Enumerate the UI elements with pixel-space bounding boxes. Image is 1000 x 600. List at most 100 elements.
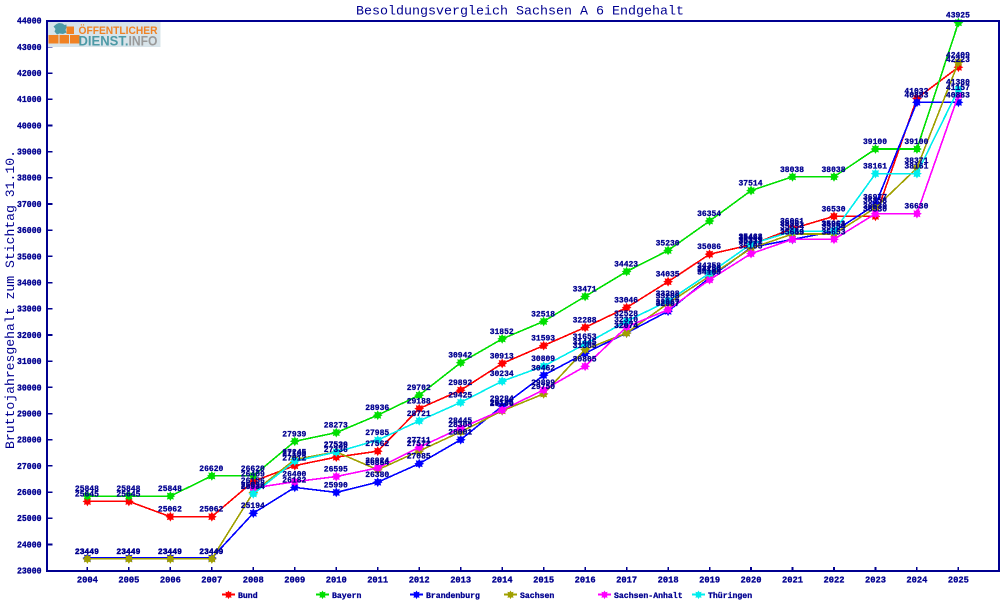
svg-text:2020: 2020 — [741, 576, 762, 586]
svg-text:2023: 2023 — [865, 576, 886, 586]
svg-text:2004: 2004 — [77, 576, 99, 586]
svg-text:35854: 35854 — [780, 223, 804, 232]
svg-text:38000: 38000 — [17, 174, 42, 184]
svg-text:23449: 23449 — [116, 548, 140, 557]
svg-text:31852: 31852 — [490, 328, 514, 337]
svg-text:27012: 27012 — [282, 455, 306, 464]
svg-text:35086: 35086 — [697, 243, 721, 252]
svg-text:26380: 26380 — [365, 471, 389, 480]
svg-text:23449: 23449 — [158, 548, 182, 557]
svg-text:27000: 27000 — [17, 462, 42, 472]
svg-text:35230: 35230 — [656, 239, 680, 248]
svg-text:Bund: Bund — [238, 591, 258, 600]
svg-text:33000: 33000 — [17, 305, 42, 315]
svg-text:25645: 25645 — [75, 490, 99, 499]
svg-text:34109: 34109 — [697, 269, 721, 278]
svg-text:36977: 36977 — [863, 194, 887, 203]
svg-text:2019: 2019 — [699, 576, 720, 586]
svg-text:40883: 40883 — [946, 91, 970, 100]
svg-text:25848: 25848 — [75, 485, 99, 494]
svg-text:29135: 29135 — [490, 399, 514, 408]
svg-text:2011: 2011 — [367, 576, 389, 586]
svg-text:2016: 2016 — [575, 576, 596, 586]
svg-text:38371: 38371 — [904, 157, 928, 166]
svg-text:34035: 34035 — [656, 271, 680, 280]
svg-text:23449: 23449 — [116, 548, 140, 557]
svg-text:39000: 39000 — [17, 148, 42, 158]
svg-text:30913: 30913 — [490, 353, 514, 362]
svg-text:35653: 35653 — [780, 228, 804, 237]
svg-text:32074: 32074 — [614, 322, 638, 331]
svg-text:30942: 30942 — [448, 352, 472, 361]
svg-text:26924: 26924 — [365, 457, 389, 466]
svg-text:2008: 2008 — [243, 576, 264, 586]
svg-text:36530: 36530 — [863, 205, 887, 214]
svg-text:35961: 35961 — [780, 220, 804, 229]
svg-text:32310: 32310 — [614, 316, 638, 325]
svg-text:29899: 29899 — [531, 379, 555, 388]
svg-text:27529: 27529 — [324, 441, 348, 450]
svg-text:Bruttojahresgehalt zum Stichta: Bruttojahresgehalt zum Stichtag 31.10. — [3, 150, 18, 449]
svg-text:32074: 32074 — [614, 322, 638, 331]
svg-text:34423: 34423 — [614, 261, 638, 270]
svg-text:23449: 23449 — [158, 548, 182, 557]
svg-text:2021: 2021 — [782, 576, 804, 586]
svg-text:36630: 36630 — [904, 203, 928, 212]
svg-text:29284: 29284 — [490, 395, 514, 404]
svg-text:INFO: INFO — [129, 32, 158, 48]
svg-text:31445: 31445 — [573, 339, 597, 348]
svg-text:35311: 35311 — [739, 237, 763, 246]
svg-text:27536: 27536 — [324, 441, 348, 450]
svg-text:32518: 32518 — [531, 310, 555, 319]
svg-text:30809: 30809 — [531, 355, 555, 364]
svg-text:32288: 32288 — [573, 316, 597, 325]
svg-text:Besoldungsvergleich Sachsen A: Besoldungsvergleich Sachsen A 6 Endgehal… — [356, 4, 684, 19]
svg-text:27939: 27939 — [282, 430, 306, 439]
svg-text:25000: 25000 — [17, 514, 42, 524]
svg-text:23000: 23000 — [17, 567, 42, 577]
svg-text:39100: 39100 — [904, 138, 928, 147]
svg-text:34358: 34358 — [697, 262, 721, 271]
svg-text:35339: 35339 — [739, 237, 763, 246]
svg-text:33208: 33208 — [656, 292, 680, 301]
svg-text:25645: 25645 — [116, 490, 140, 499]
svg-text:27085: 27085 — [407, 453, 431, 462]
svg-text:27572: 27572 — [407, 440, 431, 449]
svg-text:26620: 26620 — [199, 465, 223, 474]
svg-text:25990: 25990 — [241, 481, 265, 490]
svg-text:36000: 36000 — [17, 226, 42, 236]
svg-text:44000: 44000 — [17, 17, 42, 27]
svg-text:35649: 35649 — [780, 228, 804, 237]
svg-text:35653: 35653 — [822, 228, 846, 237]
svg-text:Sachsen-Anhalt: Sachsen-Anhalt — [614, 591, 683, 600]
svg-text:25934: 25934 — [241, 483, 265, 492]
svg-text:2009: 2009 — [284, 576, 305, 586]
svg-text:28936: 28936 — [365, 404, 389, 413]
svg-text:2007: 2007 — [201, 576, 222, 586]
svg-text:28305: 28305 — [448, 421, 472, 430]
svg-text:39100: 39100 — [863, 138, 887, 147]
svg-text:32907: 32907 — [656, 300, 680, 309]
svg-text:33471: 33471 — [573, 286, 597, 295]
svg-text:28001: 28001 — [448, 429, 472, 438]
svg-text:25062: 25062 — [199, 506, 223, 515]
svg-text:35961: 35961 — [822, 220, 846, 229]
svg-text:40000: 40000 — [17, 121, 42, 131]
svg-text:25062: 25062 — [158, 506, 182, 515]
svg-text:41380: 41380 — [946, 78, 970, 87]
svg-text:35105: 35105 — [739, 243, 763, 252]
svg-text:43000: 43000 — [17, 43, 42, 53]
svg-text:2012: 2012 — [409, 576, 430, 586]
svg-text:37514: 37514 — [739, 180, 763, 189]
svg-text:DIENST.: DIENST. — [79, 32, 129, 48]
svg-text:28273: 28273 — [324, 422, 348, 431]
svg-text:32528: 32528 — [614, 310, 638, 319]
svg-text:27336: 27336 — [324, 446, 348, 455]
svg-text:26854: 26854 — [365, 459, 389, 468]
svg-text:36630: 36630 — [863, 203, 887, 212]
svg-text:28721: 28721 — [407, 410, 431, 419]
svg-text:26182: 26182 — [282, 476, 306, 485]
svg-text:Brandenburg: Brandenburg — [426, 591, 480, 600]
svg-text:ÖFFENTLICHER: ÖFFENTLICHER — [79, 24, 158, 37]
svg-text:32967: 32967 — [656, 299, 680, 308]
